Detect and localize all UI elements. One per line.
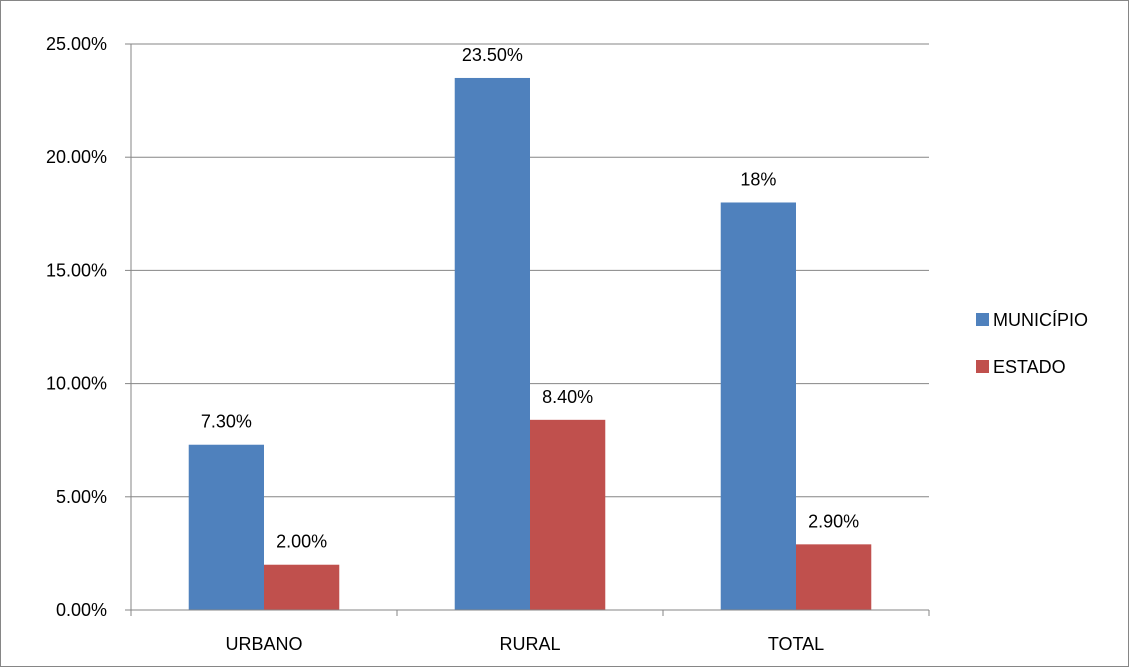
legend: MUNICÍPIO ESTADO [976,310,1088,377]
data-label: 2.00% [276,532,327,552]
bars [188,77,872,611]
data-label: 8.40% [542,387,593,407]
x-tick-label: TOTAL [768,634,824,654]
y-tick-label: 15.00% [46,260,107,280]
y-tick-label: 10.00% [46,374,107,394]
legend-swatch [976,313,989,326]
bar-município-urbano [188,444,264,610]
bar-município-rural [454,77,530,610]
y-tick-label: 5.00% [56,487,107,507]
y-tick-label: 0.00% [56,600,107,620]
legend-label: MUNICÍPIO [993,310,1088,330]
data-labels: 7.30% 2.00% 23.50% 8.40% 18% 2.90% [201,45,859,552]
data-label: 23.50% [462,45,523,65]
bar-estado-urbano [264,564,340,610]
y-tick-label: 20.00% [46,147,107,167]
legend-swatch [976,360,989,373]
bar-município-total [720,202,796,611]
x-tick-label: RURAL [499,634,560,654]
axes: 0.00% 5.00% 10.00% 15.00% 20.00% 25.00% URBANO… [46,34,930,654]
y-tick-label: 25.00% [46,34,107,54]
data-label: 7.30% [201,412,252,432]
bar-estado-rural [530,419,606,610]
legend-label: ESTADO [993,357,1066,377]
bar-estado-total [796,544,872,610]
data-label: 2.90% [808,511,859,531]
x-tick-label: URBANO [225,634,302,654]
data-label: 18% [740,169,776,189]
